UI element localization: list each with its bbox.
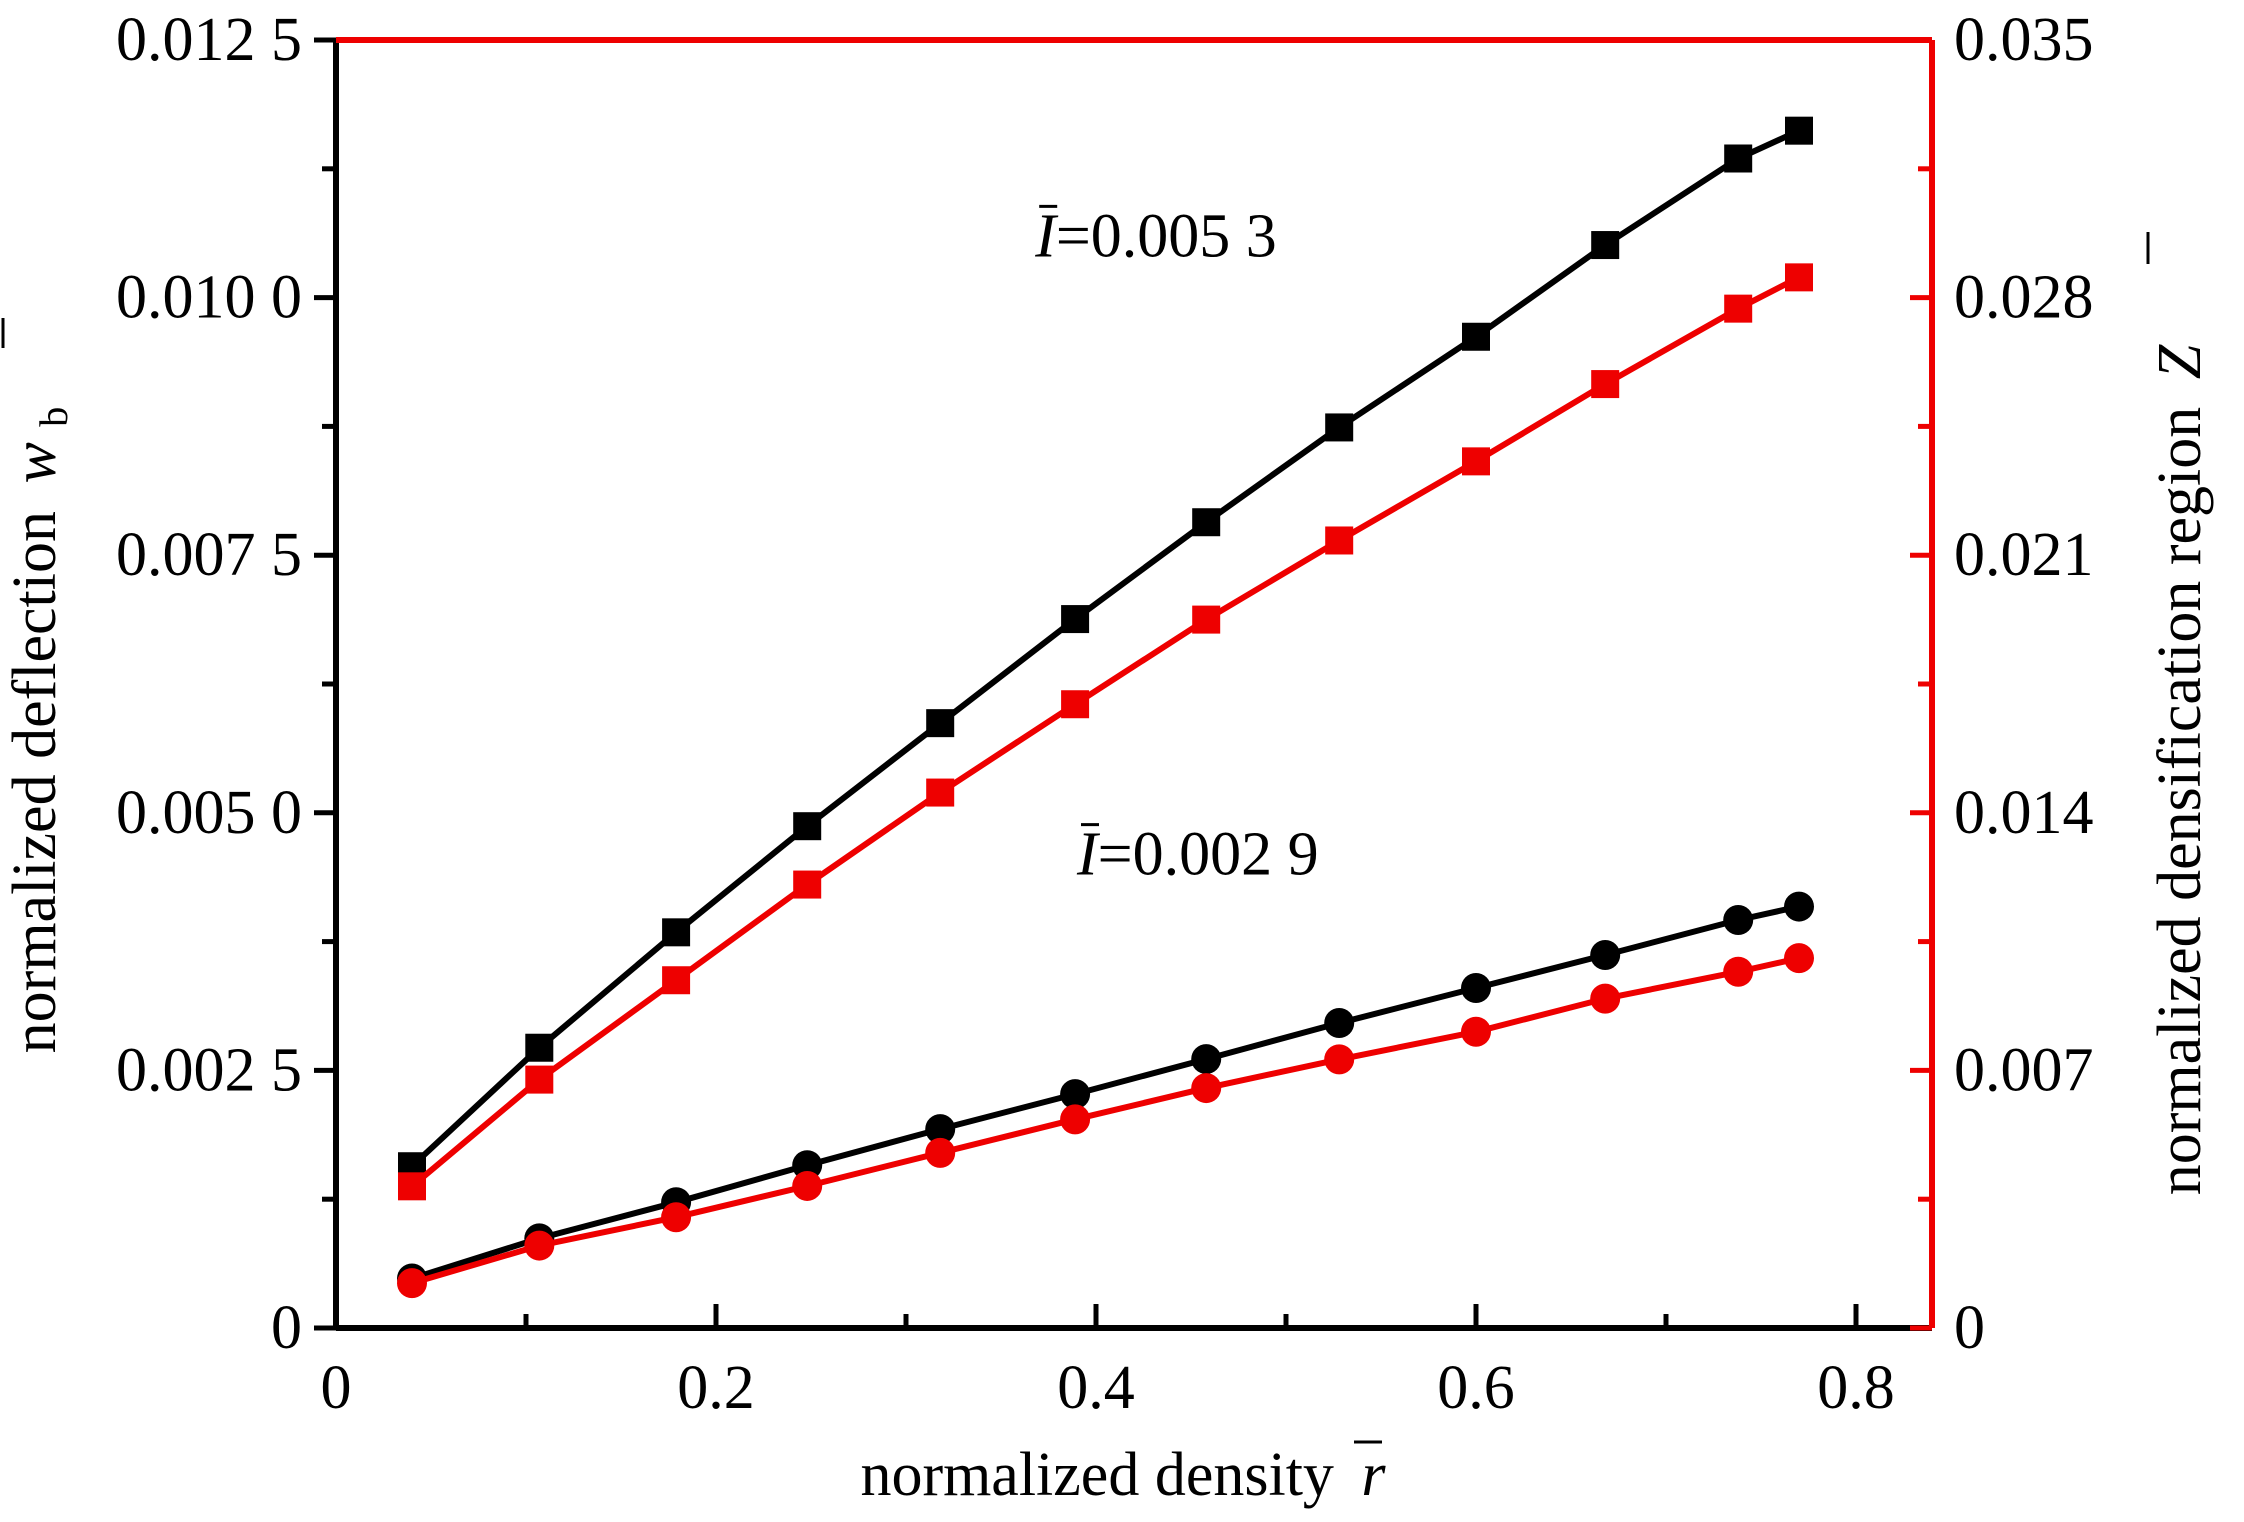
right-tick-label: 0 [1954, 1294, 1985, 1362]
series-line-I053-right [410, 274, 1801, 1189]
x-tick-label: 0.4 [1057, 1354, 1135, 1422]
data-point-circle [1723, 904, 1754, 935]
data-point-square [793, 870, 822, 899]
data-point-circle [925, 1137, 956, 1168]
data-point-square [662, 966, 691, 995]
data-point-square [926, 709, 955, 738]
axis-tick-labels: 0 0.2 0.4 0.6 0.8 0 0.002 5 0.005 0 0.007 5 0.010… [116, 6, 2094, 1422]
data-point-square [1325, 526, 1354, 555]
data-point-circle [1324, 1008, 1355, 1039]
data-point-square [1785, 263, 1813, 292]
left-axis-title-symbol: w [1, 442, 69, 483]
x-axis-title-text: normalized density [860, 1441, 1333, 1509]
right-axis-title-symbol: Z [2146, 344, 2214, 379]
data-point-square [662, 918, 691, 947]
data-point-square [793, 812, 822, 841]
data-point-circle [1723, 956, 1754, 987]
data-point-circle [1461, 972, 1491, 1003]
left-axis-title-text: normalized deflection [1, 511, 69, 1053]
left-tick-label: 0.012 5 [116, 6, 302, 74]
data-point-square [1724, 294, 1753, 323]
data-point-circle [792, 1170, 823, 1201]
data-point-circle [1191, 1044, 1222, 1075]
annotation-label: I=0.005 3 [1034, 202, 1277, 270]
annotations: I=0.005 3I=0.002 9 [1034, 202, 1318, 888]
right-axis-title-text: normalized densification region [2146, 407, 2214, 1196]
left-tick-label: 0.002 5 [116, 1036, 302, 1104]
data-point-square [1325, 413, 1354, 442]
x-axis-title-symbol: r [1361, 1441, 1386, 1509]
left-axis-title-subscript: b [31, 407, 76, 427]
series-line-I029-left [411, 903, 1800, 1282]
data-point-circle [1590, 939, 1621, 970]
data-point-square [1192, 508, 1221, 537]
left-axis-title: normalized deflection w b [1, 407, 76, 1054]
right-tick-label: 0.021 [1954, 521, 2094, 589]
x-tick-label: 0.6 [1437, 1354, 1515, 1422]
x-tick-label: 0.2 [677, 1354, 755, 1422]
data-point-circle [792, 1150, 823, 1181]
annotation-symbol: I [1034, 202, 1059, 270]
data-point-circle [1060, 1104, 1091, 1135]
data-point-circle [1784, 891, 1814, 922]
annotation-value: =0.005 3 [1056, 202, 1277, 270]
data-point-square [1192, 605, 1221, 634]
left-tick-label: 0.007 5 [116, 521, 302, 589]
data-point-circle [1324, 1044, 1355, 1075]
right-tick-label: 0.014 [1954, 779, 2094, 847]
data-point-circle [661, 1202, 692, 1233]
data-point-square [1061, 690, 1090, 719]
left-tick-label: 0 [271, 1294, 302, 1362]
data-point-square [1462, 447, 1490, 476]
data-point-square [1462, 322, 1490, 351]
data-point-square [1724, 144, 1753, 173]
x-axis-title: normalized density r [860, 1441, 1386, 1509]
axis-ticks [314, 37, 1932, 1331]
data-point-circle [397, 1268, 427, 1299]
data-point-circle [524, 1230, 555, 1261]
left-tick-label: 0.005 0 [116, 779, 302, 847]
data-point-square [1061, 605, 1090, 634]
data-point-square [1591, 231, 1620, 260]
data-point-circle [1784, 943, 1814, 974]
right-axis-title: normalized densification region Z [2146, 344, 2214, 1195]
data-point-square [398, 1172, 426, 1201]
x-tick-label: 0 [321, 1354, 352, 1422]
data-point-square [1591, 370, 1620, 399]
x-tick-label: 0.8 [1817, 1354, 1895, 1422]
data-point-circle [1060, 1079, 1091, 1110]
left-tick-label: 0.010 0 [116, 264, 302, 332]
series-line-I029-right [411, 955, 1800, 1286]
data-point-square [525, 1033, 554, 1062]
annotation-label: I=0.002 9 [1076, 821, 1319, 889]
data-series [397, 116, 1814, 1299]
right-tick-label: 0.007 [1954, 1036, 2094, 1104]
data-point-circle [1461, 1016, 1491, 1047]
annotation-symbol: I [1076, 821, 1101, 889]
data-point-circle [925, 1114, 956, 1145]
data-point-circle [1590, 983, 1621, 1014]
series-line-I053-left [409, 127, 1801, 1169]
right-tick-label: 0.028 [1954, 264, 2094, 332]
right-tick-label: 0.035 [1954, 6, 2094, 74]
annotation-value: =0.002 9 [1098, 821, 1319, 889]
data-point-square [926, 778, 955, 807]
data-point-square [1785, 116, 1813, 145]
data-point-circle [1191, 1073, 1222, 1104]
data-point-square [525, 1065, 554, 1094]
